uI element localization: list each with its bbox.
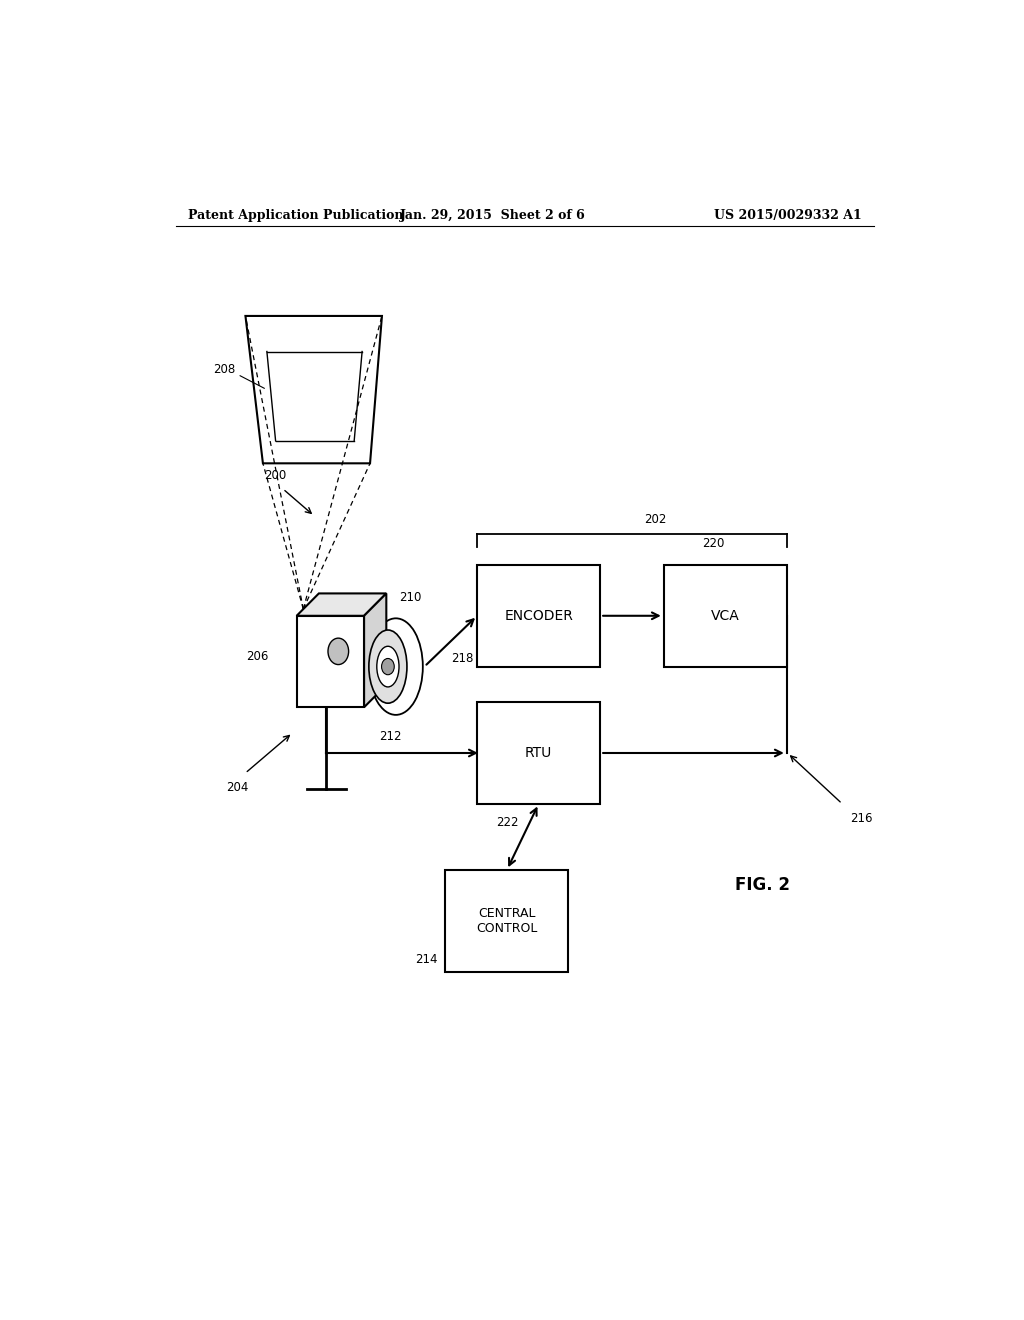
- Ellipse shape: [377, 647, 399, 686]
- Polygon shape: [297, 594, 386, 615]
- Text: 222: 222: [496, 816, 518, 829]
- Text: CENTRAL
CONTROL: CENTRAL CONTROL: [476, 907, 538, 935]
- Text: ENCODER: ENCODER: [504, 609, 573, 623]
- Text: 210: 210: [399, 590, 421, 603]
- Text: 206: 206: [247, 649, 269, 663]
- Text: Jan. 29, 2015  Sheet 2 of 6: Jan. 29, 2015 Sheet 2 of 6: [400, 209, 586, 222]
- Text: RTU: RTU: [525, 746, 552, 760]
- Text: 204: 204: [226, 781, 248, 795]
- Circle shape: [328, 638, 348, 664]
- Text: 202: 202: [644, 513, 667, 527]
- Text: Patent Application Publication: Patent Application Publication: [187, 209, 403, 222]
- Text: 208: 208: [213, 363, 236, 376]
- Text: US 2015/0029332 A1: US 2015/0029332 A1: [715, 209, 862, 222]
- Polygon shape: [365, 594, 386, 708]
- Ellipse shape: [369, 618, 423, 715]
- Text: 220: 220: [701, 537, 724, 549]
- Bar: [664, 565, 786, 667]
- Text: 200: 200: [264, 469, 286, 482]
- Text: 214: 214: [415, 953, 437, 966]
- Text: 212: 212: [379, 730, 401, 743]
- Bar: [445, 870, 568, 972]
- Text: 218: 218: [451, 652, 473, 665]
- Bar: [477, 565, 600, 667]
- Text: 216: 216: [850, 812, 872, 825]
- Text: FIG. 2: FIG. 2: [735, 876, 791, 894]
- Polygon shape: [246, 315, 382, 463]
- Text: VCA: VCA: [711, 609, 739, 623]
- Ellipse shape: [369, 630, 407, 704]
- Circle shape: [382, 659, 394, 675]
- Polygon shape: [297, 615, 365, 708]
- Bar: [477, 702, 600, 804]
